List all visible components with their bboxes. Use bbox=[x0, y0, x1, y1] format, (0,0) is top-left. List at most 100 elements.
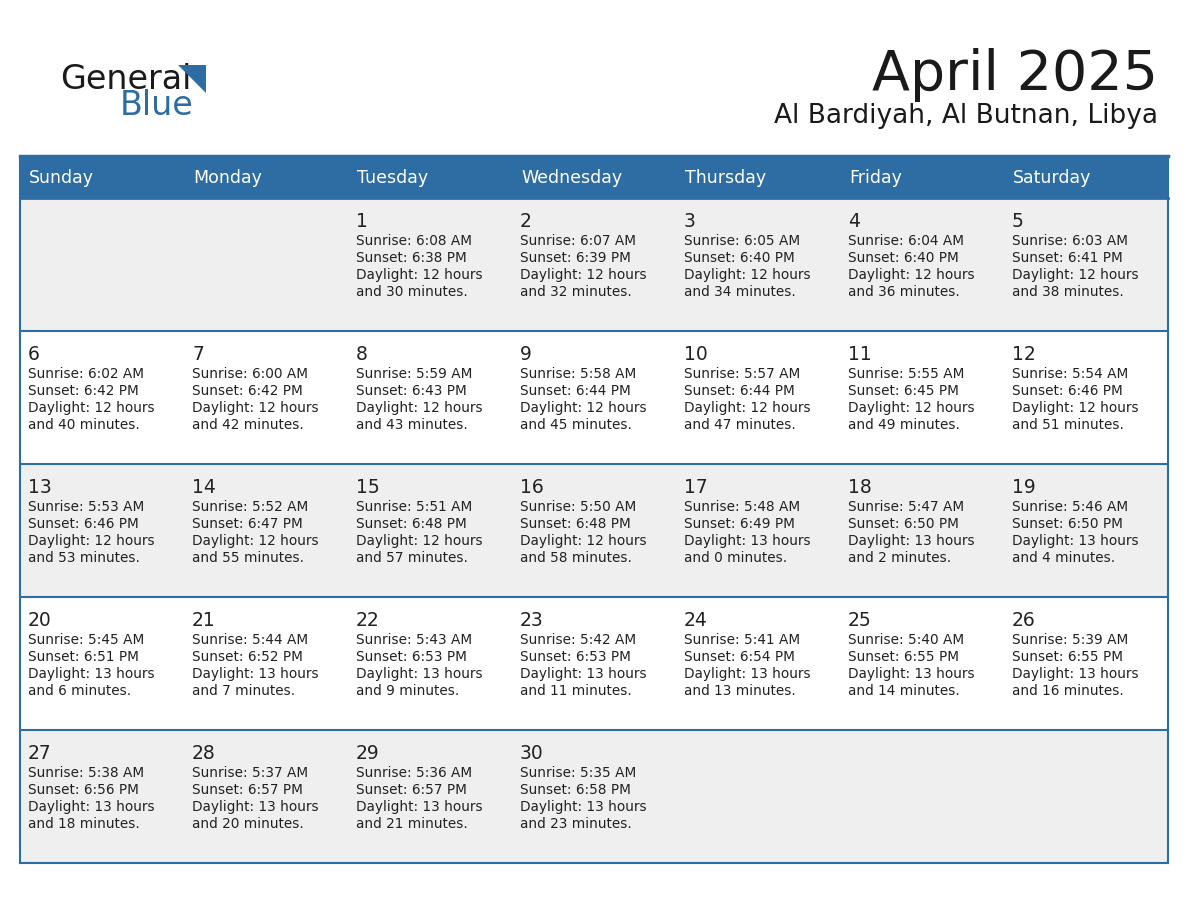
Text: Sunset: 6:52 PM: Sunset: 6:52 PM bbox=[192, 650, 303, 664]
Bar bbox=[840, 597, 1004, 730]
Text: 30: 30 bbox=[520, 744, 544, 763]
Text: Monday: Monday bbox=[192, 169, 261, 187]
Text: Sunrise: 5:38 AM: Sunrise: 5:38 AM bbox=[29, 766, 144, 780]
Text: Blue: Blue bbox=[120, 89, 194, 122]
Bar bbox=[20, 597, 184, 730]
Text: Sunrise: 5:44 AM: Sunrise: 5:44 AM bbox=[192, 633, 308, 647]
Text: Sunrise: 5:53 AM: Sunrise: 5:53 AM bbox=[29, 500, 144, 514]
Text: Daylight: 12 hours: Daylight: 12 hours bbox=[1012, 268, 1138, 282]
Text: and 43 minutes.: and 43 minutes. bbox=[356, 418, 468, 432]
Text: Sunrise: 5:43 AM: Sunrise: 5:43 AM bbox=[356, 633, 472, 647]
Bar bbox=[1004, 158, 1168, 198]
Text: Daylight: 12 hours: Daylight: 12 hours bbox=[29, 401, 154, 415]
Text: Daylight: 12 hours: Daylight: 12 hours bbox=[356, 401, 482, 415]
Text: Daylight: 13 hours: Daylight: 13 hours bbox=[520, 667, 646, 681]
Text: 20: 20 bbox=[29, 611, 52, 630]
Text: and 7 minutes.: and 7 minutes. bbox=[192, 684, 295, 698]
Text: Sunset: 6:50 PM: Sunset: 6:50 PM bbox=[848, 517, 959, 531]
Text: 25: 25 bbox=[848, 611, 872, 630]
Text: Thursday: Thursday bbox=[685, 169, 766, 187]
Bar bbox=[348, 597, 512, 730]
Bar bbox=[840, 464, 1004, 597]
Text: Daylight: 12 hours: Daylight: 12 hours bbox=[520, 534, 646, 548]
Text: and 47 minutes.: and 47 minutes. bbox=[684, 418, 796, 432]
Text: Daylight: 13 hours: Daylight: 13 hours bbox=[192, 800, 318, 814]
Text: 10: 10 bbox=[684, 345, 708, 364]
Text: 9: 9 bbox=[520, 345, 532, 364]
Text: Sunrise: 5:57 AM: Sunrise: 5:57 AM bbox=[684, 367, 801, 381]
Text: Sunset: 6:53 PM: Sunset: 6:53 PM bbox=[356, 650, 467, 664]
Text: Daylight: 13 hours: Daylight: 13 hours bbox=[1012, 534, 1138, 548]
Text: Tuesday: Tuesday bbox=[358, 169, 428, 187]
Text: Sunrise: 5:35 AM: Sunrise: 5:35 AM bbox=[520, 766, 637, 780]
Text: Sunrise: 6:03 AM: Sunrise: 6:03 AM bbox=[1012, 234, 1127, 248]
Text: April 2025: April 2025 bbox=[872, 48, 1158, 102]
Bar bbox=[512, 730, 676, 863]
Text: Daylight: 13 hours: Daylight: 13 hours bbox=[29, 800, 154, 814]
Text: Sunset: 6:55 PM: Sunset: 6:55 PM bbox=[848, 650, 959, 664]
Text: Sunset: 6:55 PM: Sunset: 6:55 PM bbox=[1012, 650, 1123, 664]
Bar bbox=[348, 730, 512, 863]
Text: General: General bbox=[61, 63, 191, 96]
Text: and 34 minutes.: and 34 minutes. bbox=[684, 285, 796, 299]
Text: Sunset: 6:57 PM: Sunset: 6:57 PM bbox=[192, 783, 303, 797]
Text: Sunrise: 5:45 AM: Sunrise: 5:45 AM bbox=[29, 633, 144, 647]
Bar bbox=[348, 158, 512, 198]
Text: Sunset: 6:42 PM: Sunset: 6:42 PM bbox=[29, 384, 139, 398]
Bar bbox=[348, 464, 512, 597]
Text: Sunrise: 5:58 AM: Sunrise: 5:58 AM bbox=[520, 367, 637, 381]
Text: and 13 minutes.: and 13 minutes. bbox=[684, 684, 796, 698]
Text: Sunrise: 6:00 AM: Sunrise: 6:00 AM bbox=[192, 367, 308, 381]
Text: and 58 minutes.: and 58 minutes. bbox=[520, 551, 632, 565]
Text: 19: 19 bbox=[1012, 478, 1036, 497]
Text: 12: 12 bbox=[1012, 345, 1036, 364]
Text: Sunset: 6:43 PM: Sunset: 6:43 PM bbox=[356, 384, 467, 398]
Text: Daylight: 12 hours: Daylight: 12 hours bbox=[684, 401, 810, 415]
Text: Sunset: 6:39 PM: Sunset: 6:39 PM bbox=[520, 251, 631, 265]
Text: Sunrise: 5:47 AM: Sunrise: 5:47 AM bbox=[848, 500, 965, 514]
Text: 24: 24 bbox=[684, 611, 708, 630]
Text: and 40 minutes.: and 40 minutes. bbox=[29, 418, 140, 432]
Text: and 36 minutes.: and 36 minutes. bbox=[848, 285, 960, 299]
Text: Sunset: 6:42 PM: Sunset: 6:42 PM bbox=[192, 384, 303, 398]
Text: Sunrise: 6:07 AM: Sunrise: 6:07 AM bbox=[520, 234, 636, 248]
Text: Sunset: 6:48 PM: Sunset: 6:48 PM bbox=[356, 517, 467, 531]
Bar bbox=[676, 464, 840, 597]
Text: Sunset: 6:45 PM: Sunset: 6:45 PM bbox=[848, 384, 959, 398]
Text: Daylight: 13 hours: Daylight: 13 hours bbox=[356, 667, 482, 681]
Text: Daylight: 12 hours: Daylight: 12 hours bbox=[520, 401, 646, 415]
Text: Sunset: 6:44 PM: Sunset: 6:44 PM bbox=[684, 384, 795, 398]
Bar bbox=[676, 331, 840, 464]
Text: Sunrise: 5:50 AM: Sunrise: 5:50 AM bbox=[520, 500, 637, 514]
Bar bbox=[184, 730, 348, 863]
Text: 7: 7 bbox=[192, 345, 204, 364]
Text: 15: 15 bbox=[356, 478, 380, 497]
Text: 3: 3 bbox=[684, 212, 696, 231]
Text: Daylight: 12 hours: Daylight: 12 hours bbox=[356, 534, 482, 548]
Text: Sunset: 6:46 PM: Sunset: 6:46 PM bbox=[29, 517, 139, 531]
Text: Daylight: 13 hours: Daylight: 13 hours bbox=[356, 800, 482, 814]
Text: Daylight: 12 hours: Daylight: 12 hours bbox=[848, 268, 974, 282]
Text: Daylight: 13 hours: Daylight: 13 hours bbox=[192, 667, 318, 681]
Text: Sunset: 6:49 PM: Sunset: 6:49 PM bbox=[684, 517, 795, 531]
Text: Sunset: 6:47 PM: Sunset: 6:47 PM bbox=[192, 517, 303, 531]
Bar bbox=[676, 158, 840, 198]
Text: 14: 14 bbox=[192, 478, 216, 497]
Bar bbox=[512, 464, 676, 597]
Bar bbox=[348, 331, 512, 464]
Text: 5: 5 bbox=[1012, 212, 1024, 231]
Text: Daylight: 13 hours: Daylight: 13 hours bbox=[848, 667, 974, 681]
Bar bbox=[840, 198, 1004, 331]
Bar bbox=[1004, 597, 1168, 730]
Text: Sunrise: 5:42 AM: Sunrise: 5:42 AM bbox=[520, 633, 636, 647]
Text: Sunday: Sunday bbox=[29, 169, 94, 187]
Text: Daylight: 13 hours: Daylight: 13 hours bbox=[29, 667, 154, 681]
Text: Sunset: 6:56 PM: Sunset: 6:56 PM bbox=[29, 783, 139, 797]
Text: Sunrise: 6:04 AM: Sunrise: 6:04 AM bbox=[848, 234, 963, 248]
Bar bbox=[20, 198, 184, 331]
Text: Sunset: 6:50 PM: Sunset: 6:50 PM bbox=[1012, 517, 1123, 531]
Text: Sunrise: 5:39 AM: Sunrise: 5:39 AM bbox=[1012, 633, 1129, 647]
Text: and 38 minutes.: and 38 minutes. bbox=[1012, 285, 1124, 299]
Text: 8: 8 bbox=[356, 345, 368, 364]
Text: and 18 minutes.: and 18 minutes. bbox=[29, 817, 140, 831]
